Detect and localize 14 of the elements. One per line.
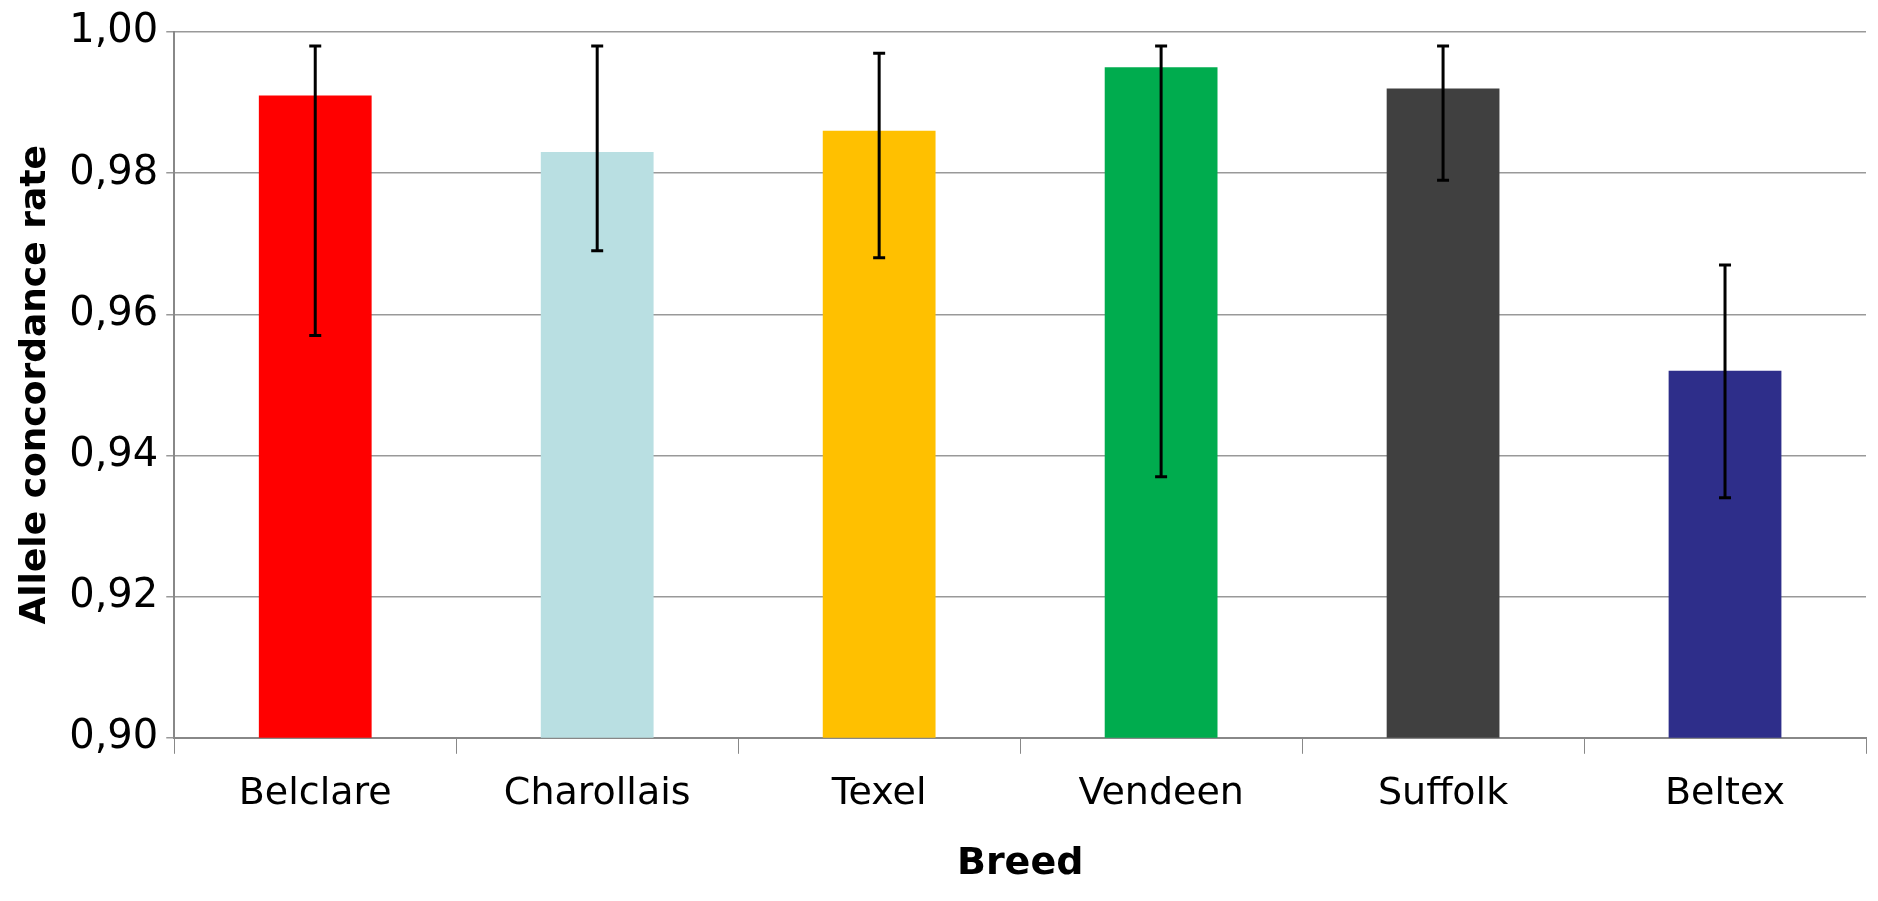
- x-tick-label: Beltex: [1664, 769, 1786, 814]
- y-tick-label: 0,96: [69, 287, 159, 334]
- y-axis-title: Allele concordance rate: [11, 145, 53, 625]
- x-tick-label: Charollais: [503, 769, 691, 814]
- y-tick-label: 0,90: [69, 711, 159, 758]
- x-tick-label: Suffolk: [1377, 769, 1509, 814]
- y-tick-label: 0,94: [69, 428, 159, 475]
- y-tick-label: 1,00: [69, 5, 159, 52]
- y-tick-label: 0,98: [69, 146, 159, 193]
- x-tick-label: Texel: [830, 769, 927, 814]
- x-axis-title: Breed: [956, 839, 1084, 884]
- x-tick-label: Belclare: [238, 769, 392, 814]
- y-tick-label: 0,92: [69, 570, 159, 617]
- x-tick-label: Vendeen: [1078, 769, 1244, 814]
